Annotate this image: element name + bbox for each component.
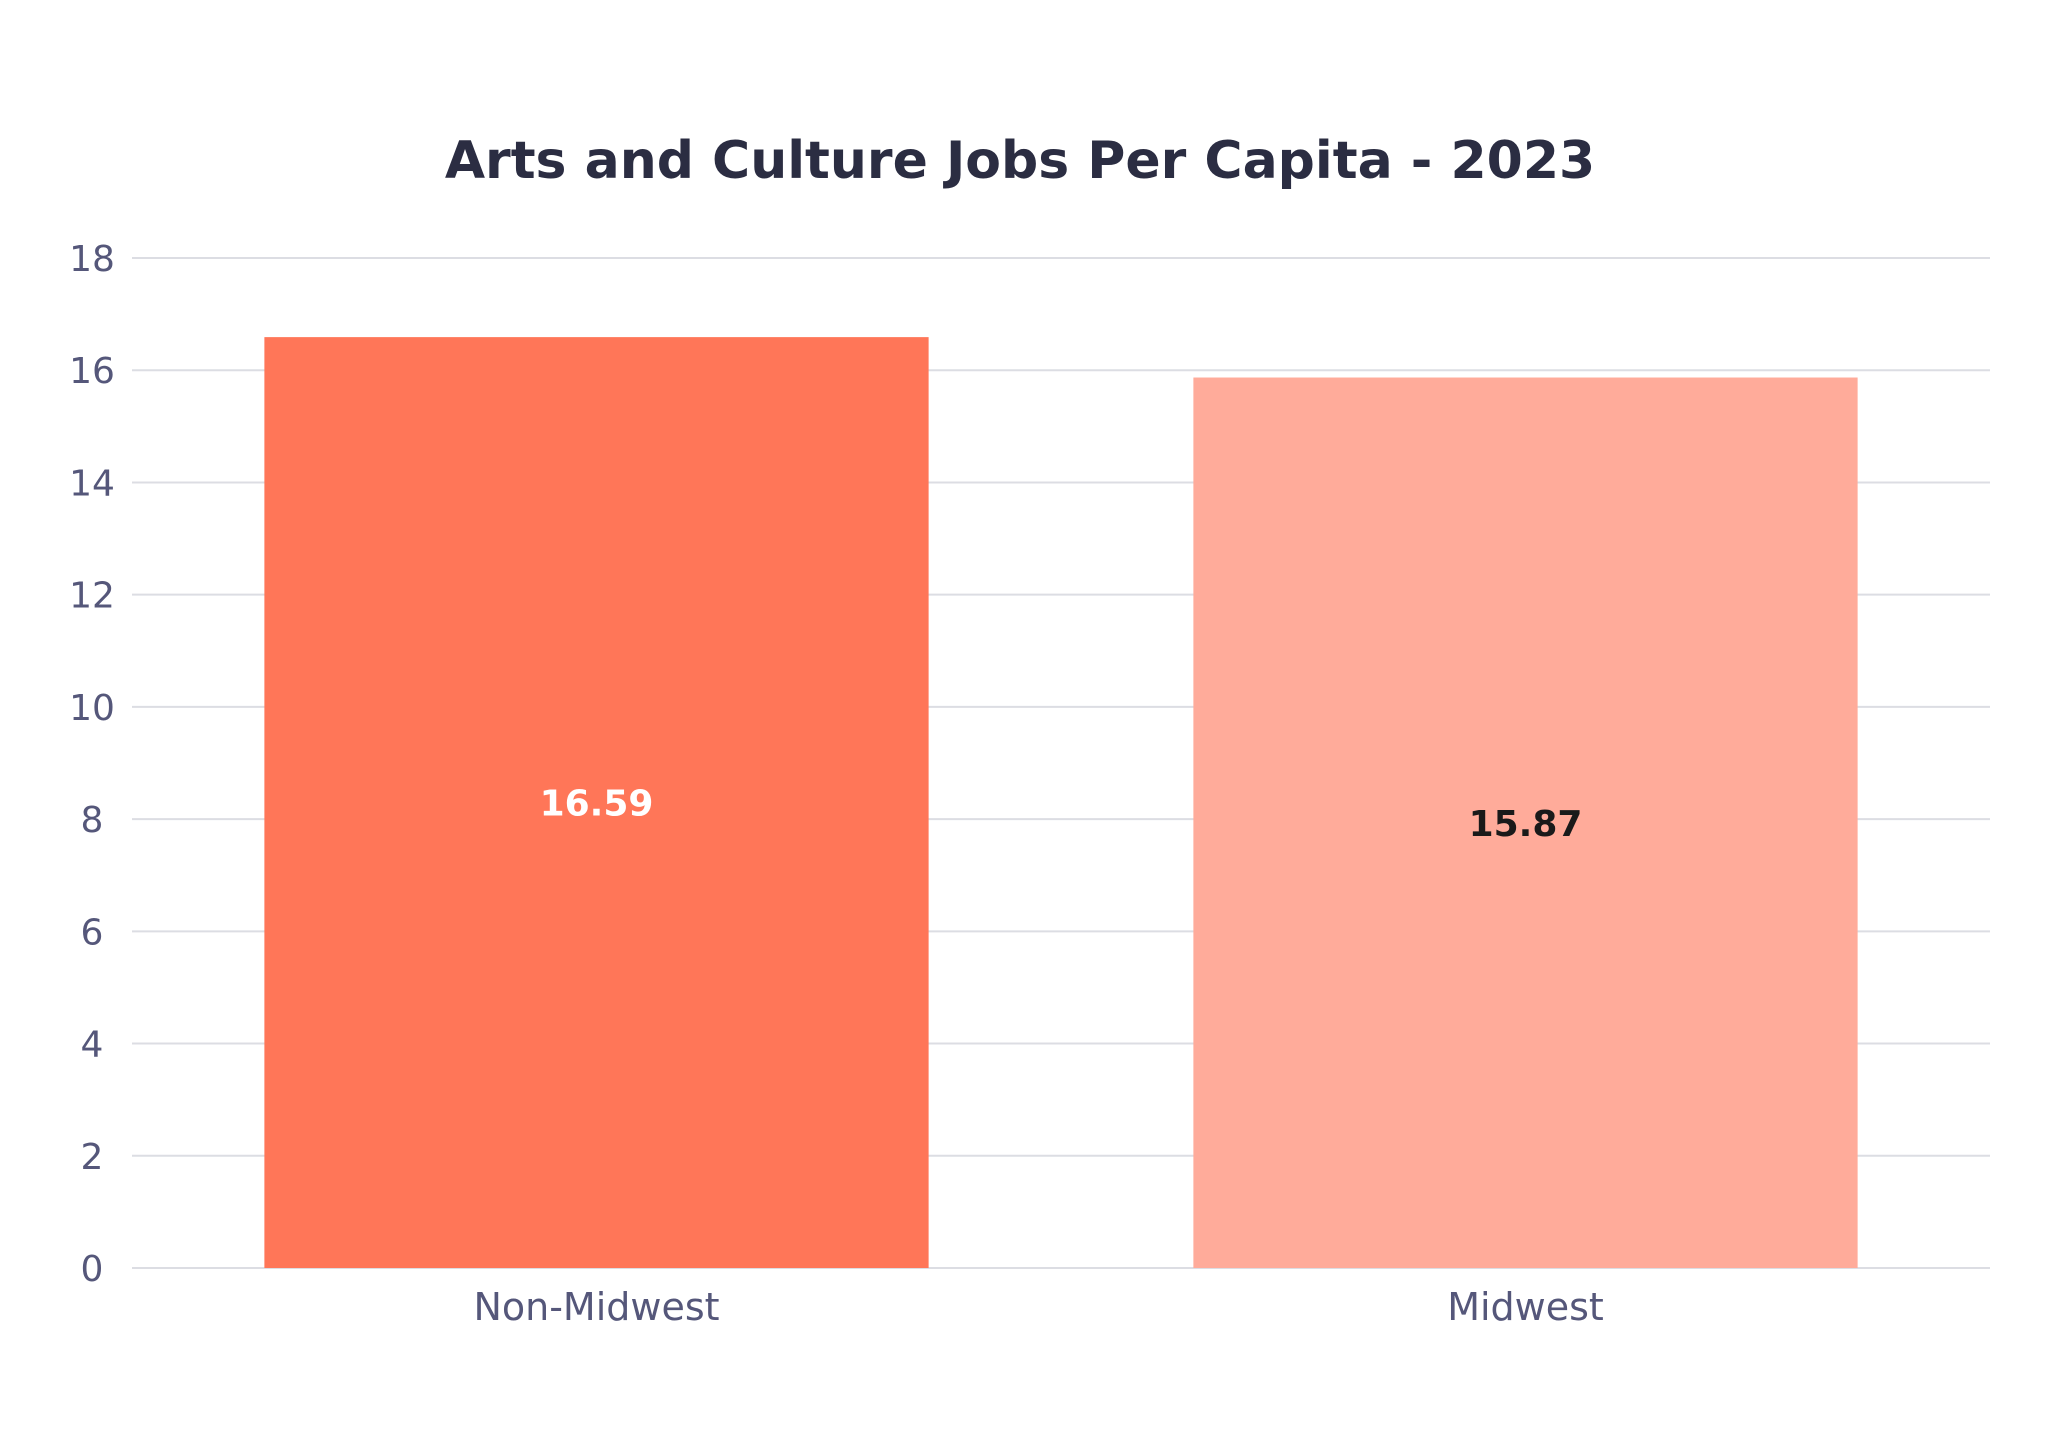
y-tick-label: 8: [81, 800, 104, 841]
x-category-label: Non-Midwest: [473, 1285, 719, 1329]
y-tick-label: 14: [69, 463, 115, 504]
y-tick-label: 0: [81, 1249, 104, 1290]
y-tick-label: 6: [81, 912, 104, 953]
y-tick-label: 12: [69, 576, 115, 617]
data-labels: 16.59 15.87: [540, 784, 1583, 845]
y-tick-label: 2: [81, 1137, 104, 1178]
y-axis-tick-labels: 0 2 4 6 8 10 12 14 16 18: [69, 239, 115, 1290]
y-tick-label: 4: [81, 1025, 104, 1066]
y-tick-label: 10: [69, 688, 115, 729]
chart-title: Arts and Culture Jobs Per Capita - 2023: [445, 131, 1595, 191]
data-label: 16.59: [540, 784, 654, 825]
bar: [1193, 377, 1858, 1268]
y-tick-label: 16: [69, 351, 115, 392]
bar: [264, 337, 929, 1268]
y-tick-label: 18: [69, 239, 115, 280]
x-axis-category-labels: Non-Midwest Midwest: [473, 1285, 1603, 1329]
bars: [264, 337, 1858, 1268]
x-category-label: Midwest: [1447, 1285, 1604, 1329]
data-label: 15.87: [1469, 804, 1583, 845]
